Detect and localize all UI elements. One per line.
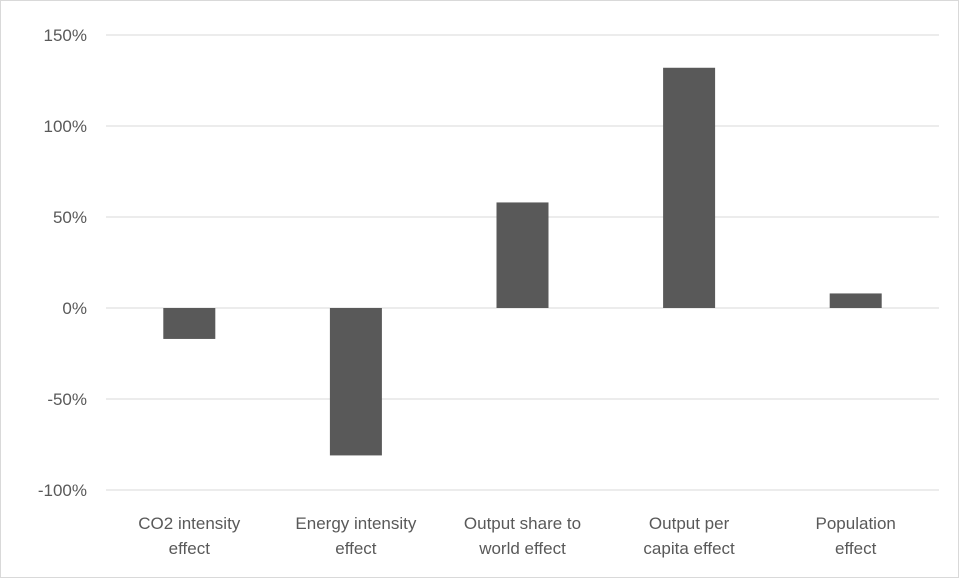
x-category-label-line: Output share to <box>464 514 581 533</box>
bar <box>163 308 216 339</box>
bars <box>163 67 882 456</box>
y-tick-label: 150% <box>44 26 87 45</box>
x-category-label: Population effect <box>816 514 896 558</box>
x-category-label-line: world effect <box>478 539 566 558</box>
x-category-label: CO2 intensity effect <box>138 514 241 558</box>
y-tick-label: 50% <box>53 208 87 227</box>
y-tick-label: 100% <box>44 117 87 136</box>
y-axis-tick-labels: 150% 100% 50% 0% -50% -100% <box>38 26 87 500</box>
x-category-label-line: effect <box>835 539 877 558</box>
x-category-label-line: effect <box>335 539 377 558</box>
bar <box>663 67 716 308</box>
x-category-label: Output per capita effect <box>643 514 735 558</box>
y-tick-label: 0% <box>62 299 87 318</box>
x-axis-category-labels: CO2 intensity effect Energy intensity effec… <box>138 514 896 558</box>
bar <box>829 293 882 308</box>
x-category-label-line: effect <box>169 539 211 558</box>
x-category-label-line: Output per <box>649 514 730 533</box>
x-category-label-line: Population <box>816 514 896 533</box>
x-category-label-line: capita effect <box>643 539 735 558</box>
x-category-label-line: Energy intensity <box>295 514 416 533</box>
bar <box>496 202 549 308</box>
y-tick-label: -50% <box>47 390 87 409</box>
x-category-label: Output share to world effect <box>464 514 581 558</box>
y-tick-label: -100% <box>38 481 87 500</box>
x-category-label-line: CO2 intensity <box>138 514 241 533</box>
x-category-label: Energy intensity effect <box>295 514 416 558</box>
bar <box>329 308 382 456</box>
